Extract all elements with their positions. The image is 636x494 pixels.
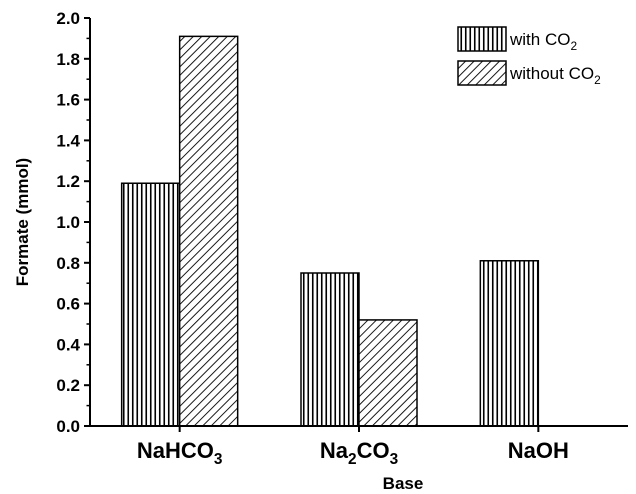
legend-swatch-with-co2 <box>457 26 507 52</box>
y-tick-label: 1.2 <box>56 172 80 191</box>
bar-na2co3-without-co2 <box>358 319 418 427</box>
y-tick-label: 0.0 <box>56 417 80 436</box>
legend-label-without-co2: without CO2 <box>509 64 601 87</box>
bar-nahco3-with-co2 <box>120 182 181 427</box>
legend-label-with-co2: with CO2 <box>509 30 577 53</box>
x-category-label-na2co3: Na2CO3 <box>320 438 398 468</box>
y-tick-label: 0.8 <box>56 254 80 273</box>
legend-swatch-without-co2 <box>457 60 507 86</box>
bar-naoh-with-co2 <box>479 260 540 427</box>
y-axis-title: Formate (mmol) <box>13 158 32 286</box>
axes-layer: 0.0 0.2 0.4 0.6 0.8 1.0 1.2 1.4 1.6 1.8 2.0 NaHCO3 N… <box>13 9 628 493</box>
legend: with CO2 without CO2 <box>457 26 601 87</box>
y-tick-label: 0.2 <box>56 376 80 395</box>
y-tick-label: 1.8 <box>56 50 80 69</box>
x-category-label-nahco3: NaHCO3 <box>137 438 223 468</box>
y-tick-label: 2.0 <box>56 9 80 28</box>
y-tick-label: 1.4 <box>56 131 80 150</box>
x-axis-title: Base <box>383 474 424 493</box>
y-tick-label: 1.0 <box>56 213 80 232</box>
bar-nahco3-without-co2 <box>178 35 239 427</box>
y-tick-label: 1.6 <box>56 91 80 110</box>
bars-layer <box>120 35 540 427</box>
y-tick-label: 0.6 <box>56 295 80 314</box>
y-tick-label: 0.4 <box>56 335 80 354</box>
x-category-label-naoh: NaOH <box>508 438 569 463</box>
bar-na2co3-with-co2 <box>300 272 360 427</box>
